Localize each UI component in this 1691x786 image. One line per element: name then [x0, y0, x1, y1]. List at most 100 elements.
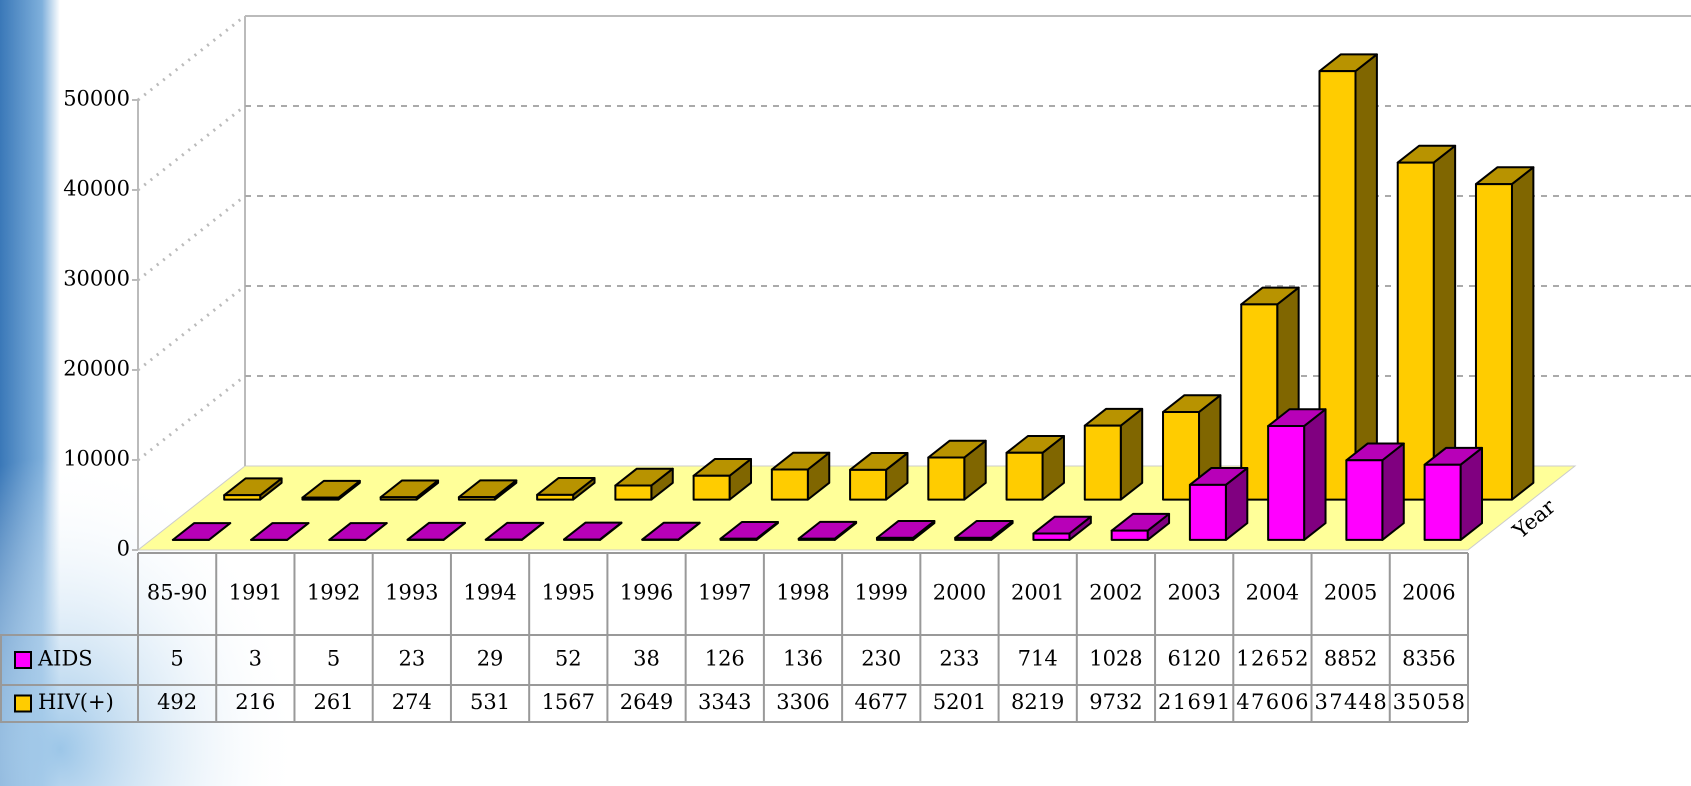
bar	[1085, 409, 1142, 500]
table-value: 8852	[1324, 647, 1377, 671]
table-value: 35058	[1393, 690, 1465, 714]
table-value: 9732	[1089, 690, 1142, 714]
x-tick-label: 2003	[1167, 581, 1220, 605]
bar-front	[459, 497, 495, 499]
bar-front	[772, 470, 808, 500]
table-value: 8356	[1402, 647, 1455, 671]
table-value: 3343	[698, 690, 751, 714]
table-value: 714	[1018, 647, 1058, 671]
bar-front	[537, 495, 573, 500]
x-tick-label: 1993	[385, 581, 438, 605]
x-tick-label: 1996	[620, 581, 673, 605]
table-value: 233	[939, 647, 979, 671]
bar-front	[1425, 465, 1461, 540]
x-tick-label: 1999	[855, 581, 908, 605]
bar	[1398, 146, 1455, 500]
bar-front	[1033, 533, 1069, 539]
table-value: 2649	[620, 690, 673, 714]
x-tick-label: 85-90	[147, 581, 208, 605]
x-tick-label: 1994	[463, 581, 516, 605]
bar-front	[381, 497, 417, 499]
table-value: 6120	[1167, 647, 1220, 671]
table-value: 37448	[1315, 690, 1387, 714]
bar	[928, 441, 985, 500]
table-value: 261	[314, 690, 354, 714]
table-value: 29	[477, 647, 504, 671]
bar-front	[720, 539, 756, 540]
table-value: 492	[157, 690, 197, 714]
chart: 01000020000300004000050000Year85-9019911…	[0, 0, 1691, 786]
wall-grid-line	[138, 196, 245, 280]
bar-front	[1112, 531, 1148, 540]
bar	[1346, 443, 1403, 539]
table-value: 1028	[1089, 647, 1142, 671]
bar	[1425, 448, 1482, 540]
table-value: 230	[861, 647, 901, 671]
x-tick-label: 1995	[542, 581, 595, 605]
wall-grid-line	[138, 16, 245, 100]
bar-front	[694, 476, 730, 500]
table-value: 1567	[542, 690, 595, 714]
table-value: 136	[783, 647, 823, 671]
bar-front	[615, 485, 651, 499]
bar-front	[928, 458, 964, 500]
y-tick-label: 0	[117, 537, 130, 561]
legend-label: HIV(+)	[38, 690, 114, 714]
table-value: 5201	[933, 690, 986, 714]
table-value: 3306	[776, 690, 829, 714]
table-value: 21691	[1158, 690, 1230, 714]
table-value: 23	[398, 647, 425, 671]
bar-front	[1190, 485, 1226, 540]
wall-grid-line	[138, 106, 245, 190]
bar-front	[1268, 426, 1304, 540]
bar	[1319, 54, 1376, 499]
table-value: 274	[392, 690, 432, 714]
bar-side	[1355, 54, 1376, 499]
table-value: 3	[249, 647, 262, 671]
y-tick-label: 20000	[63, 357, 130, 381]
bar-front	[1085, 426, 1121, 500]
bar	[1476, 167, 1533, 499]
bar-front	[799, 539, 835, 540]
x-tick-label: 2000	[933, 581, 986, 605]
bar-front	[224, 495, 260, 499]
table-value: 531	[470, 690, 510, 714]
bar	[1268, 409, 1325, 540]
y-tick-label: 30000	[63, 267, 130, 291]
wall-grid-line	[138, 286, 245, 370]
bar-front	[302, 498, 338, 500]
bar-front	[955, 538, 991, 540]
bar-front	[850, 470, 886, 500]
bar-front	[1346, 460, 1382, 540]
legend-label: AIDS	[37, 647, 93, 671]
x-tick-label: 2004	[1246, 581, 1299, 605]
y-tick-label: 10000	[63, 447, 130, 471]
x-tick-label: 1992	[307, 581, 360, 605]
bar-side	[1304, 409, 1325, 540]
bar-front	[877, 538, 913, 540]
table-value: 5	[327, 647, 340, 671]
bar	[1007, 436, 1064, 500]
table-value: 8219	[1011, 690, 1064, 714]
legend-swatch	[15, 652, 31, 668]
bar	[1190, 468, 1247, 540]
x-tick-label: 2002	[1089, 581, 1142, 605]
x-tick-label: 2005	[1324, 581, 1377, 605]
table-value: 5	[170, 647, 183, 671]
table-value: 4677	[855, 690, 908, 714]
x-tick-label: 2001	[1011, 581, 1064, 605]
table-value: 12652	[1236, 647, 1308, 671]
legend-swatch	[15, 696, 31, 712]
table-value: 126	[705, 647, 745, 671]
x-tick-label: 1998	[776, 581, 829, 605]
y-tick-label: 50000	[63, 87, 130, 111]
x-tick-label: 1991	[229, 581, 282, 605]
table-value: 52	[555, 647, 582, 671]
table-value: 216	[235, 690, 275, 714]
bar-front	[1007, 453, 1043, 500]
table-value: 38	[633, 647, 660, 671]
x-tick-label: 2006	[1402, 581, 1455, 605]
table-value: 47606	[1236, 690, 1308, 714]
x-tick-label: 1997	[698, 581, 751, 605]
bar-side	[1512, 167, 1533, 499]
